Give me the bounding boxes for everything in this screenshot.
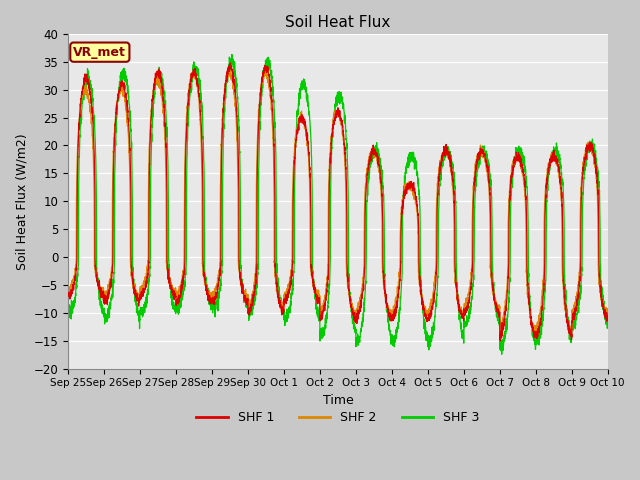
Text: VR_met: VR_met bbox=[74, 46, 126, 59]
Y-axis label: Soil Heat Flux (W/m2): Soil Heat Flux (W/m2) bbox=[15, 133, 28, 270]
X-axis label: Time: Time bbox=[323, 394, 353, 407]
Title: Soil Heat Flux: Soil Heat Flux bbox=[285, 15, 390, 30]
Legend: SHF 1, SHF 2, SHF 3: SHF 1, SHF 2, SHF 3 bbox=[191, 406, 484, 429]
